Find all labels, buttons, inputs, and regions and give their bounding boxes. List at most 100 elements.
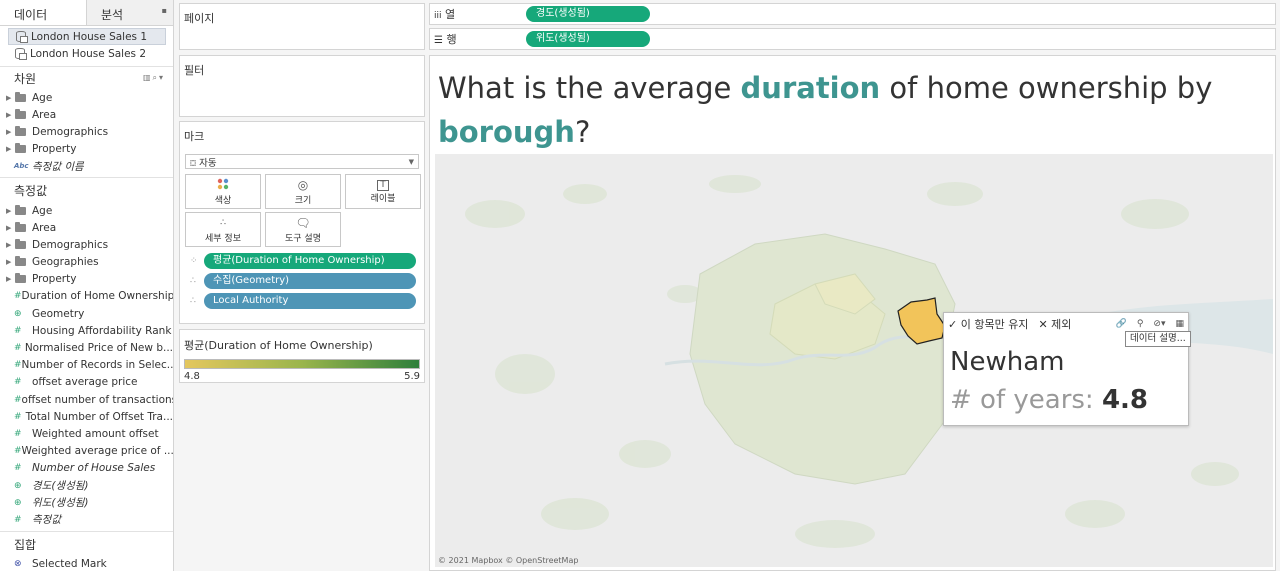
measures-list: ▶ Age ▶ Area ▶ Demographics ▶ Geographies ▶ Prope… — [0, 202, 173, 529]
field-item[interactable]: # Weighted average price of ... — [0, 443, 173, 460]
field-item[interactable]: ▶ Geographies — [0, 254, 173, 271]
tooltip-icon: 🗨 — [295, 215, 311, 230]
dimensions-title: 차원 — [14, 71, 37, 86]
folder-icon — [15, 221, 26, 232]
text-type-icon: Abc — [14, 162, 29, 171]
exclude-label: 제외 — [1051, 318, 1072, 331]
field-item[interactable]: ⊕ 경도(생성됨) — [0, 477, 173, 494]
set-icon: ⊗ — [14, 559, 22, 570]
group-icon[interactable]: 🔗 — [1115, 319, 1127, 329]
field-item[interactable]: ▶ Area — [0, 106, 173, 123]
field-item[interactable]: ▶ Age — [0, 89, 173, 106]
expand-icon[interactable]: ▶ — [6, 275, 12, 284]
view-data-icon[interactable]: ▦ — [1175, 319, 1184, 329]
field-item[interactable]: ▶ Property — [0, 271, 173, 288]
rows-pill[interactable]: 위도(생성됨) — [526, 31, 650, 47]
data-pane: 데이터 분석 ▪ London House Sales 1 London Hou… — [0, 0, 174, 571]
tooltip-metric-value: 4.8 — [1101, 385, 1149, 415]
pages-shelf[interactable]: 페이지 — [179, 3, 425, 50]
rows-icon: ☰ — [434, 35, 443, 46]
mark-pill-authority[interactable]: Local Authority — [204, 293, 416, 309]
field-item[interactable]: # offset number of transactions — [0, 391, 173, 408]
color-icon: ⁘ — [190, 256, 198, 266]
field-item[interactable]: ▶ Property — [0, 141, 173, 158]
field-item[interactable]: # Duration of Home Ownership — [0, 288, 173, 305]
detail-label: 세부 정보 — [205, 233, 241, 244]
expand-icon[interactable]: ▶ — [6, 223, 12, 232]
columns-pill[interactable]: 경도(생성됨) — [526, 6, 650, 22]
field-item[interactable]: ⊕ 위도(생성됨) — [0, 494, 173, 511]
expand-icon[interactable]: ▶ — [6, 258, 12, 267]
mark-type-value: 자동 — [199, 157, 217, 169]
folder-icon — [15, 238, 26, 249]
mark-pill-geometry[interactable]: 수집(Geometry) — [204, 273, 416, 289]
color-button[interactable]: 색상 — [185, 174, 261, 209]
expand-icon[interactable]: ▶ — [6, 110, 12, 119]
expand-icon[interactable]: ▶ — [6, 93, 12, 102]
folder-icon — [15, 143, 26, 154]
expand-icon[interactable]: ▶ — [6, 206, 12, 215]
field-item[interactable]: # offset average price — [0, 374, 173, 391]
measure-icon: # — [14, 463, 22, 474]
field-item[interactable]: ▶ Demographics — [0, 123, 173, 140]
explain-data-icon[interactable]: ⚲ — [1136, 319, 1144, 329]
keep-only-button[interactable]: ✓ 이 항목만 유지 — [948, 316, 1028, 332]
folder-icon — [15, 125, 26, 136]
field-label: Property — [32, 273, 77, 286]
mark-type-select[interactable]: ⛋ 자동 ▼ — [185, 154, 419, 169]
datasource-item[interactable]: London House Sales 2 — [8, 45, 173, 62]
legend-gradient[interactable] — [184, 359, 420, 369]
field-item[interactable]: Abc 측정값 이름 — [0, 158, 173, 175]
minimize-icon[interactable]: ▪ — [161, 6, 167, 15]
datasource-icon — [15, 31, 28, 43]
field-item[interactable]: ⊗ Selected Mark — [0, 556, 173, 571]
size-button[interactable]: ◎ 크기 — [265, 174, 341, 209]
tooltip-button[interactable]: 🗨 도구 설명 — [265, 212, 341, 247]
chevron-down-icon[interactable]: ▾ — [158, 73, 165, 82]
field-item[interactable]: ▶ Age — [0, 202, 173, 219]
field-item[interactable]: ▶ Area — [0, 219, 173, 236]
detail-button[interactable]: ∴ 세부 정보 — [185, 212, 261, 247]
view-toggle-icon[interactable]: ▥ — [142, 73, 153, 82]
measure-icon: # — [14, 411, 22, 422]
measure-icon: # — [14, 360, 22, 371]
label-label: 레이블 — [370, 193, 396, 204]
field-label: Total Number of Offset Tra... — [25, 410, 173, 423]
globe-icon: ⊕ — [14, 308, 22, 319]
field-item[interactable]: ⊕ Geometry — [0, 305, 173, 322]
expand-icon[interactable]: ▶ — [6, 145, 12, 154]
label-icon: T — [377, 179, 389, 191]
tab-analytics[interactable]: 분석 ▪ — [87, 0, 173, 25]
set-icon[interactable]: ⊘▾ — [1153, 319, 1166, 329]
rows-shelf[interactable]: ☰ 행 위도(생성됨) — [429, 28, 1276, 50]
field-item[interactable]: # Number of Records in Selec... — [0, 357, 173, 374]
title-highlight: duration — [740, 71, 881, 105]
exclude-button[interactable]: ✕ 제외 — [1038, 316, 1071, 332]
field-item[interactable]: # Housing Affordability Rank — [0, 322, 173, 339]
expand-icon[interactable]: ▶ — [6, 127, 12, 136]
globe-icon: ⊕ — [14, 480, 22, 491]
expand-icon[interactable]: ▶ — [6, 240, 12, 249]
dimensions-header: 차원 ▥⌕▾ — [0, 67, 173, 89]
tab-data[interactable]: 데이터 — [0, 0, 87, 25]
label-button[interactable]: T 레이블 — [345, 174, 421, 209]
field-label: Age — [32, 91, 53, 104]
measure-icon: # — [14, 428, 22, 439]
measure-icon: # — [14, 394, 22, 405]
filters-shelf[interactable]: 필터 — [179, 55, 425, 117]
detail-icon: ∴ — [190, 296, 196, 306]
search-icon[interactable]: ⌕ — [152, 73, 159, 82]
columns-shelf[interactable]: iii 열 경도(생성됨) — [429, 3, 1276, 25]
field-item[interactable]: # Weighted amount offset — [0, 425, 173, 442]
mark-tooltip: ✓ 이 항목만 유지 ✕ 제외 🔗 ⚲ ⊘▾ ▦ Newham # of yea… — [943, 312, 1189, 426]
field-item[interactable]: ▶ Demographics — [0, 236, 173, 253]
map-icon: ⛋ — [190, 158, 197, 168]
measures-header: 측정값 — [0, 180, 173, 202]
field-item[interactable]: # Normalised Price of New b... — [0, 339, 173, 356]
field-item[interactable]: # Number of House Sales — [0, 460, 173, 477]
field-item[interactable]: # Total Number of Offset Tra... — [0, 408, 173, 425]
field-label: 측정값 — [32, 514, 61, 527]
datasource-item[interactable]: London House Sales 1 — [8, 28, 166, 45]
mark-pill-color[interactable]: 평균(Duration of Home Ownership) — [204, 253, 416, 269]
field-item[interactable]: # 측정값 — [0, 511, 173, 528]
